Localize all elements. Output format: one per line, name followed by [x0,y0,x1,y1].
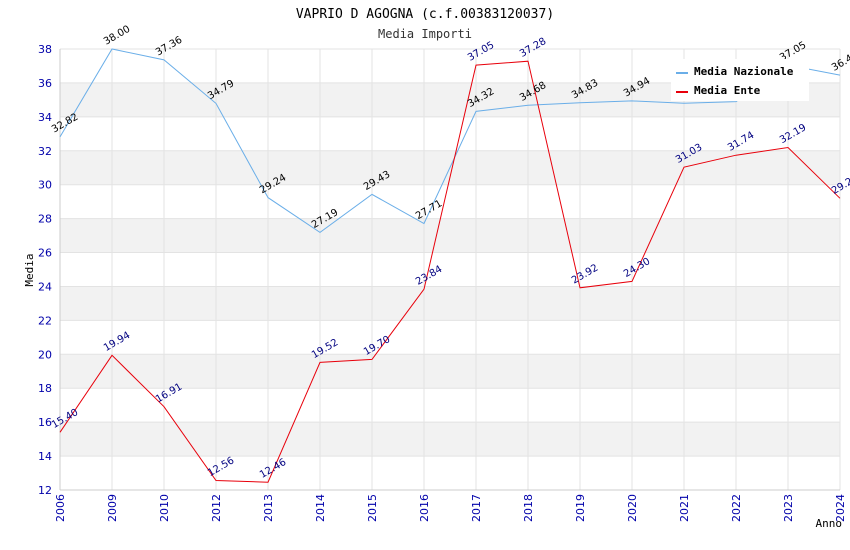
y-axis-title: Media [23,253,36,286]
x-axis-title: Anno [816,517,843,530]
y-tick-label: 34 [38,111,52,124]
grid-band [60,116,840,151]
data-label: 38.00 [102,24,132,48]
y-tick-label: 22 [38,314,52,327]
x-tick-label: 2013 [262,494,275,522]
chart-title: VAPRIO D AGOGNA (c.f.00383120037) [296,7,554,22]
y-tick-label: 24 [38,280,52,293]
x-tick-label: 2018 [522,494,535,522]
y-tick-label: 30 [38,179,52,192]
y-axis: 12 14 16 18 20 22 24 26 28 30 32 34 36 38 [38,43,52,497]
x-tick-label: 2019 [574,494,587,522]
y-tick-label: 26 [38,247,52,260]
y-tick-label: 20 [38,348,52,361]
y-tick-label: 14 [38,450,52,463]
grid-band [60,218,840,253]
chart-subtitle: Media Importi [378,27,472,41]
legend-box [671,59,809,101]
series-line-media-nazionale [59,48,841,234]
grid-band [60,184,840,219]
x-tick-label: 2015 [366,494,379,522]
x-tick-label: 2010 [158,494,171,522]
grid-band [60,388,840,423]
grid-band [60,252,840,287]
y-tick-label: 28 [38,213,52,226]
legend-label-media-ente: Media Ente [694,84,761,97]
x-axis: 2006 2009 2010 2012 2013 2014 2015 2016 2017 2018… [54,494,847,522]
y-tick-label: 36 [38,77,52,90]
y-tick-label: 38 [38,43,52,56]
legend: Media Nazionale Media Ente [671,59,809,101]
y-tick-label: 32 [38,145,52,158]
x-tick-label: 2009 [106,494,119,522]
x-tick-label: 2022 [730,494,743,522]
x-tick-label: 2017 [470,494,483,522]
y-tick-label: 18 [38,382,52,395]
x-tick-label: 2020 [626,494,639,522]
x-tick-label: 2006 [54,494,67,522]
legend-label-media-nazionale: Media Nazionale [694,65,794,78]
series-line-media-ente [59,60,841,483]
y-tick-label: 16 [38,416,52,429]
x-tick-label: 2021 [678,494,691,522]
y-tick-label: 12 [38,484,52,497]
x-tick-label: 2023 [782,494,795,522]
grid-band [60,456,840,490]
series-lines [59,48,841,483]
x-tick-label: 2014 [314,494,327,522]
grid-band [60,320,840,355]
grid-band [60,354,840,389]
grid-band [60,422,840,457]
grid-band [60,286,840,321]
grid-lines [59,48,841,491]
grid-bands [60,49,840,490]
x-tick-label: 2016 [418,494,431,522]
x-tick-label: 2024 [834,494,847,522]
x-tick-label: 2012 [210,494,223,522]
